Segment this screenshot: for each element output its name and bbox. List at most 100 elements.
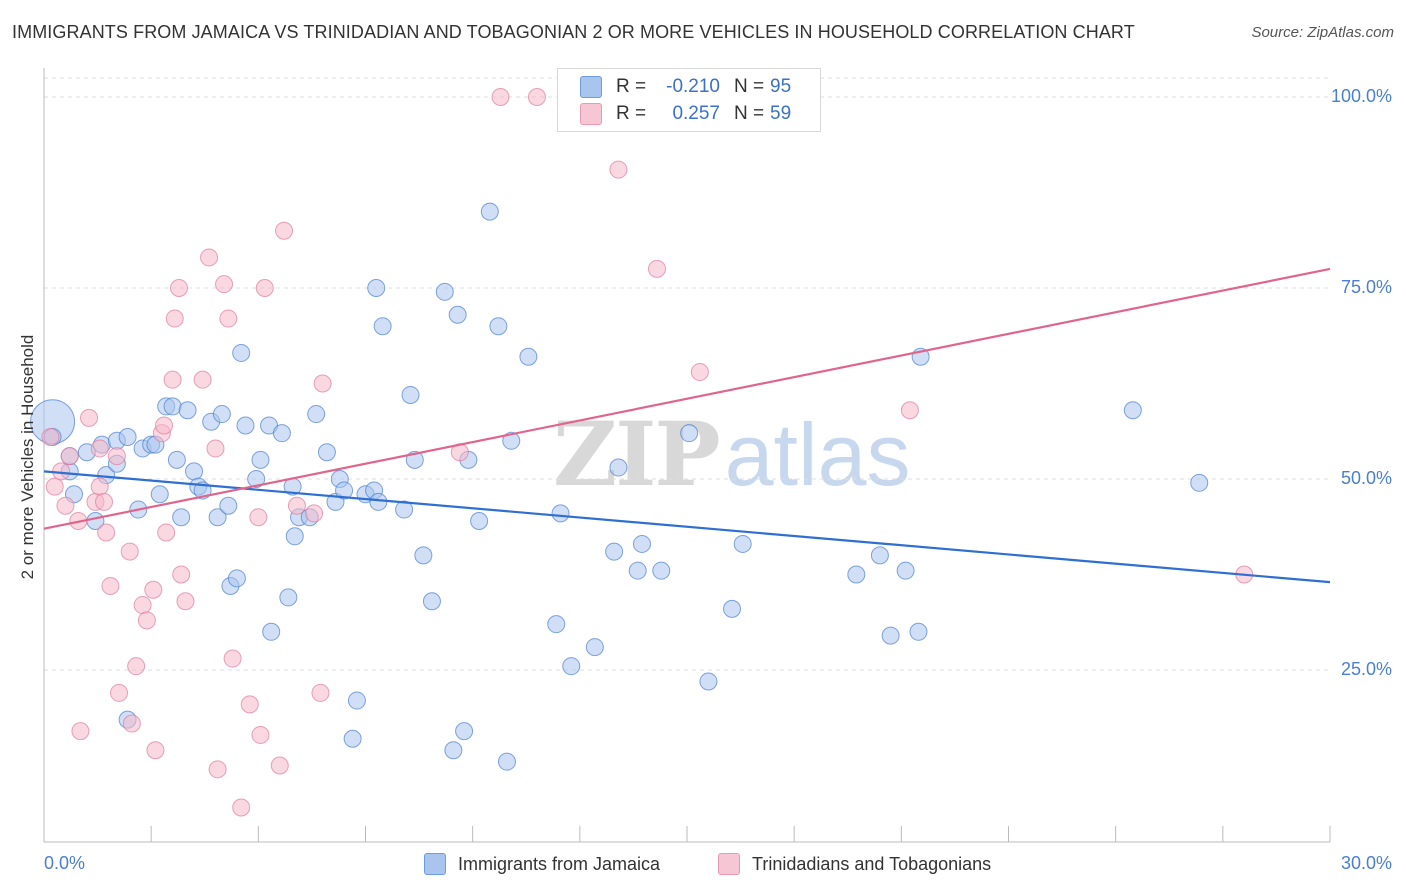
data-point	[343, 729, 362, 748]
data-point	[502, 431, 521, 450]
series-trinidad-points	[41, 88, 1254, 817]
legend-item-jamaica[interactable]: Immigrants from Jamaica	[424, 853, 660, 875]
legend-item-trinidad[interactable]: Trinidadians and Tobagonians	[718, 853, 991, 875]
stats-legend-box: R = -0.210 N = 95 R = 0.257 N = 59	[557, 68, 821, 132]
data-point	[137, 611, 156, 630]
data-point	[163, 370, 182, 389]
data-point	[491, 88, 510, 106]
data-point	[369, 492, 388, 511]
data-point	[1190, 473, 1209, 492]
data-point	[311, 683, 330, 702]
data-point	[347, 691, 366, 710]
data-point	[90, 439, 109, 458]
data-point	[178, 401, 197, 420]
data-point	[422, 592, 441, 611]
data-point	[395, 500, 414, 519]
legend-label-jamaica: Immigrants from Jamaica	[458, 853, 661, 874]
data-point	[313, 374, 332, 393]
data-point	[585, 638, 604, 657]
data-point	[150, 485, 169, 504]
data-point	[632, 534, 651, 553]
n-label: N =	[734, 76, 765, 97]
r-value: -0.210	[666, 76, 720, 97]
data-point	[373, 317, 392, 336]
data-point	[723, 599, 742, 618]
data-point	[155, 416, 174, 435]
data-point	[896, 561, 915, 580]
data-point	[251, 450, 270, 469]
data-point	[223, 649, 242, 668]
data-point	[489, 317, 508, 336]
data-point	[247, 470, 266, 488]
data-point	[107, 447, 126, 466]
r-value: 0.257	[672, 103, 720, 124]
watermark: ZIPatlas	[553, 402, 910, 506]
source-label: Source: ZipAtlas.com	[1251, 24, 1394, 41]
data-point	[240, 695, 259, 714]
trend-line	[43, 267, 1331, 530]
data-point	[95, 492, 114, 511]
jamaica-swatch	[580, 76, 602, 98]
watermark-atlas: atlas	[724, 405, 911, 504]
axes	[43, 68, 1331, 843]
data-point	[609, 458, 628, 477]
data-point	[200, 248, 219, 267]
data-point	[562, 657, 581, 676]
data-point	[847, 565, 866, 584]
data-point	[881, 626, 900, 645]
data-point	[185, 462, 204, 481]
data-point	[455, 722, 474, 741]
data-point	[172, 565, 191, 584]
data-point	[255, 279, 274, 297]
x-tick-label-min: 0.0%	[44, 853, 86, 873]
data-point	[208, 508, 227, 527]
y-tick-label: 50.0%	[1340, 468, 1392, 488]
data-point	[444, 741, 463, 760]
data-point	[1123, 401, 1142, 420]
n-label: N =	[734, 103, 765, 124]
data-point	[307, 405, 326, 424]
data-point	[367, 279, 386, 297]
data-point	[480, 202, 499, 221]
data-point	[215, 275, 234, 294]
y-tick-label: 100.0%	[1330, 86, 1392, 106]
data-point	[909, 622, 928, 641]
data-point	[401, 385, 420, 404]
data-point	[176, 592, 195, 611]
data-point	[56, 496, 75, 515]
data-point	[60, 447, 79, 466]
data-point	[71, 722, 90, 741]
data-point	[497, 752, 516, 771]
data-point	[212, 405, 231, 424]
data-point	[527, 88, 546, 106]
data-point	[90, 477, 109, 496]
data-point	[45, 477, 64, 496]
data-point	[647, 259, 666, 278]
trinidad-swatch	[580, 103, 602, 125]
data-point	[127, 657, 146, 676]
y-axis-label: 2 or more Vehicles in Household	[18, 334, 37, 580]
data-point	[232, 798, 251, 817]
r-label: R =	[616, 103, 647, 124]
data-point	[167, 450, 186, 469]
data-point	[122, 714, 141, 733]
data-point	[335, 481, 354, 500]
data-point	[279, 588, 298, 607]
data-point	[251, 725, 270, 744]
data-point	[609, 160, 628, 179]
x-tick-label-max: 30.0%	[1340, 853, 1392, 873]
data-point	[236, 416, 255, 435]
data-point	[165, 309, 184, 328]
y-tick-label: 25.0%	[1340, 659, 1392, 679]
bottom-legend: Immigrants from Jamaica Trinidadians and…	[0, 853, 1406, 877]
data-point	[699, 672, 718, 691]
data-point	[470, 512, 489, 531]
data-point	[900, 401, 919, 420]
data-point	[208, 760, 227, 779]
data-point	[605, 542, 624, 561]
n-value: 59	[770, 103, 792, 124]
data-point	[435, 282, 454, 301]
data-point	[262, 622, 281, 641]
data-point	[97, 523, 116, 542]
